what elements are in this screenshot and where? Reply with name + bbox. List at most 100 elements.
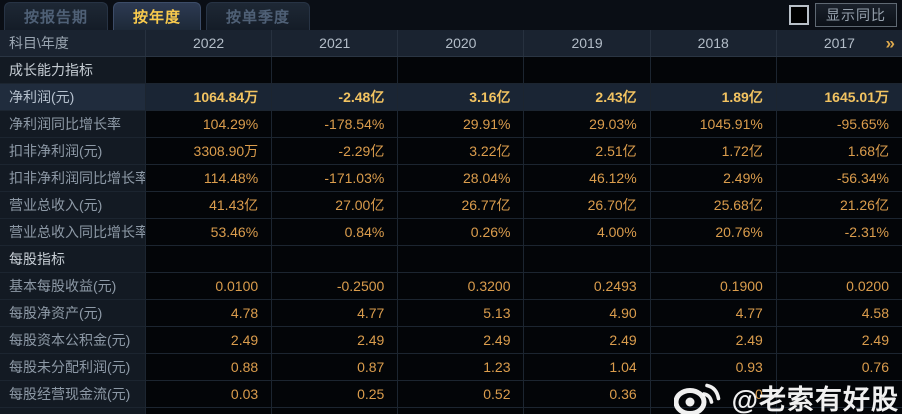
year-header-2019: 2019 xyxy=(523,30,649,56)
show-yoy-checkbox[interactable] xyxy=(789,5,809,25)
cell: 2.49 xyxy=(271,327,398,353)
table-row-net-profit-yoy[interactable]: 净利润同比增长率 104.29% -178.54% 29.91% 29.03% … xyxy=(0,111,902,138)
table-row-operating-cashflow-ps[interactable]: 每股经营现金流(元) 0.03 0.25 0.52 0.36 0 xyxy=(0,381,902,408)
cell: 2.49% xyxy=(649,165,776,191)
row-label: 净利润(元) xyxy=(0,84,145,110)
table-row-deducted-net-profit[interactable]: 扣非净利润(元) 3308.90万 -2.29亿 3.22亿 2.51亿 1.7… xyxy=(0,138,902,165)
table-header-row: 科目\年度 2022 2021 2020 2019 2018 2017 » xyxy=(0,30,902,57)
row-label: 每股净资产(元) xyxy=(0,300,145,326)
table-row-undistributed-profit-ps[interactable]: 每股未分配利润(元) 0.88 0.87 1.23 1.04 0.93 0.76 xyxy=(0,354,902,381)
table-row-net-profit[interactable]: 净利润(元) 1064.84万 -2.48亿 3.16亿 2.43亿 1.89亿… xyxy=(0,84,902,111)
cell: 28.04% xyxy=(397,165,524,191)
tab-by-single-quarter[interactable]: 按单季度 xyxy=(206,2,311,30)
cell: 0.87 xyxy=(271,354,398,380)
cell xyxy=(271,57,398,83)
table-row-deducted-net-profit-yoy[interactable]: 扣非净利润同比增长率 114.48% -171.03% 28.04% 46.12… xyxy=(0,165,902,192)
cell: 29.03% xyxy=(523,111,650,137)
partial-row xyxy=(0,408,902,414)
cell: -2.31% xyxy=(775,219,902,245)
cell: 3.16亿 xyxy=(397,84,524,110)
cell: 4.77 xyxy=(271,300,398,326)
cell: 1.72亿 xyxy=(649,138,776,164)
cell: 4.90 xyxy=(523,300,650,326)
cell: 2.49 xyxy=(145,327,272,353)
cell xyxy=(775,57,902,83)
cell: 4.00% xyxy=(523,219,650,245)
row-label: 扣非净利润(元) xyxy=(0,138,145,164)
cell xyxy=(397,57,524,83)
cell: 114.48% xyxy=(145,165,272,191)
cell: 0.76 xyxy=(775,354,902,380)
cell: 0.2493 xyxy=(523,273,650,299)
cell: 0.0200 xyxy=(775,273,902,299)
cell: 0.36 xyxy=(523,381,650,407)
table-row-navps[interactable]: 每股净资产(元) 4.78 4.77 5.13 4.90 4.77 4.58 xyxy=(0,300,902,327)
cell: 4.78 xyxy=(145,300,272,326)
cell: 0.26% xyxy=(397,219,524,245)
more-years-chevron-icon[interactable]: » xyxy=(885,33,895,53)
tab-by-report-period[interactable]: 按报告期 xyxy=(4,2,109,30)
cell: 1.04 xyxy=(523,354,650,380)
cell xyxy=(775,246,902,272)
cell: 2.43亿 xyxy=(523,84,650,110)
cell: -2.29亿 xyxy=(271,138,398,164)
cell: 41.43亿 xyxy=(145,192,272,218)
cell: -0.2500 xyxy=(271,273,398,299)
cell: 53.46% xyxy=(145,219,272,245)
cell xyxy=(649,57,776,83)
show-yoy-label[interactable]: 显示同比 xyxy=(815,3,897,27)
year-header-2018: 2018 xyxy=(649,30,776,56)
year-header-2020: 2020 xyxy=(397,30,523,56)
cell xyxy=(397,246,524,272)
cell: 29.91% xyxy=(397,111,524,137)
row-label: 每股资本公积金(元) xyxy=(0,327,145,353)
cell: 0.25 xyxy=(271,381,398,407)
cell: 1645.01万 xyxy=(775,84,902,110)
cell: 2.49 xyxy=(397,327,524,353)
cell: -171.03% xyxy=(271,165,398,191)
cell: 26.77亿 xyxy=(397,192,524,218)
cell: 2.51亿 xyxy=(523,138,650,164)
row-label: 基本每股收益(元) xyxy=(0,273,145,299)
cell: 27.00亿 xyxy=(271,192,398,218)
cell: 0.1900 xyxy=(649,273,776,299)
corner-header: 科目\年度 xyxy=(9,35,69,51)
table-row-total-revenue[interactable]: 营业总收入(元) 41.43亿 27.00亿 26.77亿 26.70亿 25.… xyxy=(0,192,902,219)
cell xyxy=(649,246,776,272)
cell: 2.49 xyxy=(523,327,650,353)
table-row-eps[interactable]: 基本每股收益(元) 0.0100 -0.2500 0.3200 0.2493 0… xyxy=(0,273,902,300)
cell: 0.93 xyxy=(649,354,776,380)
cell: 3308.90万 xyxy=(145,138,272,164)
cell: 3.22亿 xyxy=(397,138,524,164)
show-yoy-control: 显示同比 xyxy=(789,3,897,27)
row-label: 每股经营现金流(元) xyxy=(0,381,145,407)
cell xyxy=(523,246,650,272)
cell: 0.88 xyxy=(145,354,272,380)
cell: 20.76% xyxy=(649,219,776,245)
table-row-total-revenue-yoy[interactable]: 营业总收入同比增长率 53.46% 0.84% 0.26% 4.00% 20.7… xyxy=(0,219,902,246)
cell: 4.58 xyxy=(775,300,902,326)
cell: 21.26亿 xyxy=(775,192,902,218)
cell: 1045.91% xyxy=(649,111,776,137)
row-label: 每股未分配利润(元) xyxy=(0,354,145,380)
year-header-2017: 2017 » xyxy=(775,30,902,56)
cell: 2.49 xyxy=(775,327,902,353)
tab-by-year[interactable]: 按年度 xyxy=(113,2,202,30)
section-row-growth: 成长能力指标 xyxy=(0,57,902,84)
cell xyxy=(145,246,272,272)
cell: -178.54% xyxy=(271,111,398,137)
table-row-capital-reserve-ps[interactable]: 每股资本公积金(元) 2.49 2.49 2.49 2.49 2.49 2.49 xyxy=(0,327,902,354)
cell: -95.65% xyxy=(775,111,902,137)
cell: 25.68亿 xyxy=(649,192,776,218)
cell: -2.48亿 xyxy=(271,84,398,110)
cell xyxy=(523,57,650,83)
row-label: 净利润同比增长率 xyxy=(0,111,145,137)
cell: 0.52 xyxy=(397,381,524,407)
cell xyxy=(271,246,398,272)
cell: 0.03 xyxy=(145,381,272,407)
cell: 1.89亿 xyxy=(649,84,776,110)
year-header-2022: 2022 xyxy=(145,30,271,56)
cell: -56.34% xyxy=(775,165,902,191)
section-label: 每股指标 xyxy=(0,246,145,272)
cell: 104.29% xyxy=(145,111,272,137)
